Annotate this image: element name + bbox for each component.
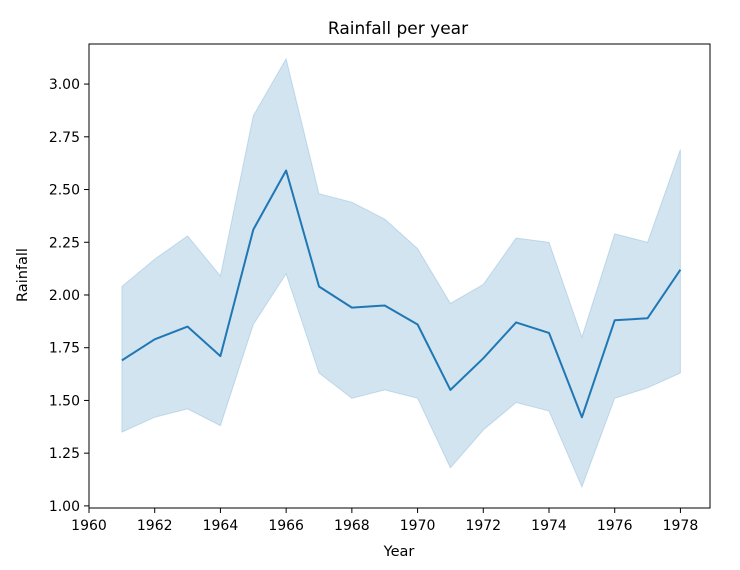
plot-area: [121, 57, 682, 489]
x-tick-label: 1960: [71, 518, 107, 534]
x-axis-label: Year: [383, 544, 415, 560]
x-tick-label: 1966: [268, 518, 304, 534]
y-tick-label: 1.00: [49, 499, 80, 515]
x-tick-label: 1974: [531, 518, 567, 534]
x-tick-label: 1968: [334, 518, 370, 534]
y-tick-label: 1.75: [49, 341, 80, 357]
confidence-band: [121, 57, 681, 489]
chart-title: Rainfall per year: [328, 19, 468, 39]
x-tick-label: 1964: [203, 518, 239, 534]
x-tick-label: 1962: [137, 518, 173, 534]
y-tick-label: 2.75: [49, 130, 80, 146]
y-tick-label: 2.25: [49, 235, 80, 251]
y-tick-label: 1.25: [49, 446, 80, 462]
x-axis: 1960 1962 1964 1966 1968 1970 1972 1974 1976 1978: [71, 508, 698, 534]
x-tick-label: 1970: [400, 518, 436, 534]
x-tick-label: 1976: [597, 518, 633, 534]
y-tick-label: 2.00: [49, 288, 80, 304]
series-line: [121, 169, 682, 419]
y-axis-label: Rainfall: [15, 248, 31, 302]
y-tick-label: 2.50: [49, 183, 80, 199]
y-tick-label: 1.50: [49, 393, 80, 409]
x-tick-label: 1978: [663, 518, 699, 534]
y-axis: 1.00 1.25 1.50 1.75 2.00 2.25 2.50 2.75 3.00: [49, 77, 89, 515]
y-tick-label: 3.00: [49, 77, 80, 93]
x-tick-label: 1972: [465, 518, 501, 534]
plot-frame: [88, 43, 711, 509]
